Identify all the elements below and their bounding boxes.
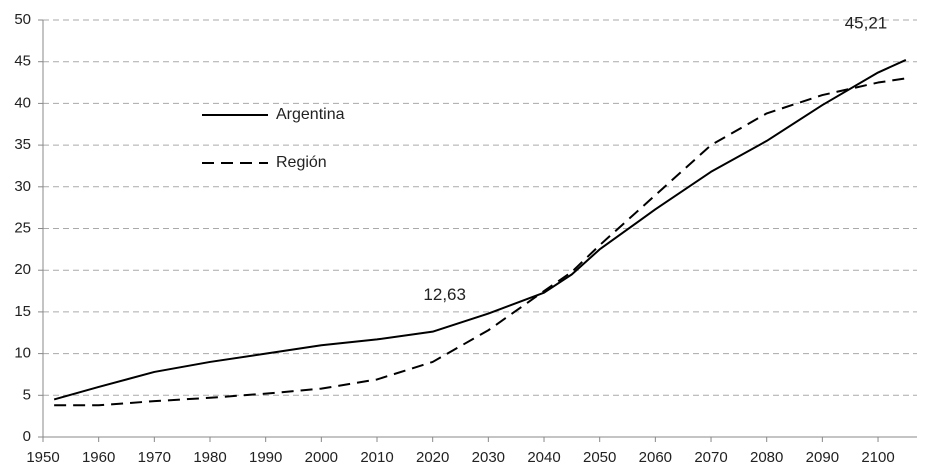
y-tick-label: 35	[14, 136, 31, 153]
y-tick-label: 30	[14, 178, 31, 195]
y-tick-label: 5	[23, 386, 31, 403]
x-tick-label: 2020	[416, 449, 449, 466]
x-tick-label: 1980	[193, 449, 226, 466]
y-tick-label: 10	[14, 345, 31, 362]
y-tick-label: 50	[14, 11, 31, 28]
x-tick-label: 1970	[138, 449, 171, 466]
legend-label: Argentina	[276, 106, 345, 123]
y-tick-label: 20	[14, 261, 31, 278]
x-tick-label: 2030	[472, 449, 505, 466]
x-tick-label: 1950	[26, 449, 59, 466]
x-tick-label: 1990	[249, 449, 282, 466]
y-tick-label: 15	[14, 303, 31, 320]
x-tick-label: 2070	[694, 449, 727, 466]
y-tick-label: 45	[14, 53, 31, 70]
x-tick-label: 2000	[305, 449, 338, 466]
y-tick-label: 40	[14, 94, 31, 111]
x-tick-label: 2010	[360, 449, 393, 466]
x-tick-label: 2080	[750, 449, 783, 466]
x-tick-label: 1960	[82, 449, 115, 466]
line-series	[54, 77, 907, 407]
x-tick-label: 2040	[527, 449, 560, 466]
x-tick-label: 2090	[806, 449, 839, 466]
x-tick-label: 2100	[861, 449, 894, 466]
x-tick-label: 2060	[639, 449, 672, 466]
y-tick-label: 25	[14, 219, 31, 236]
legend-label: Región	[276, 154, 327, 171]
line-series	[53, 59, 907, 401]
data-label: 12,63	[423, 285, 466, 304]
x-tick-label: 2050	[583, 449, 616, 466]
y-tick-label: 0	[23, 428, 31, 445]
data-label: 45,21	[845, 13, 888, 32]
